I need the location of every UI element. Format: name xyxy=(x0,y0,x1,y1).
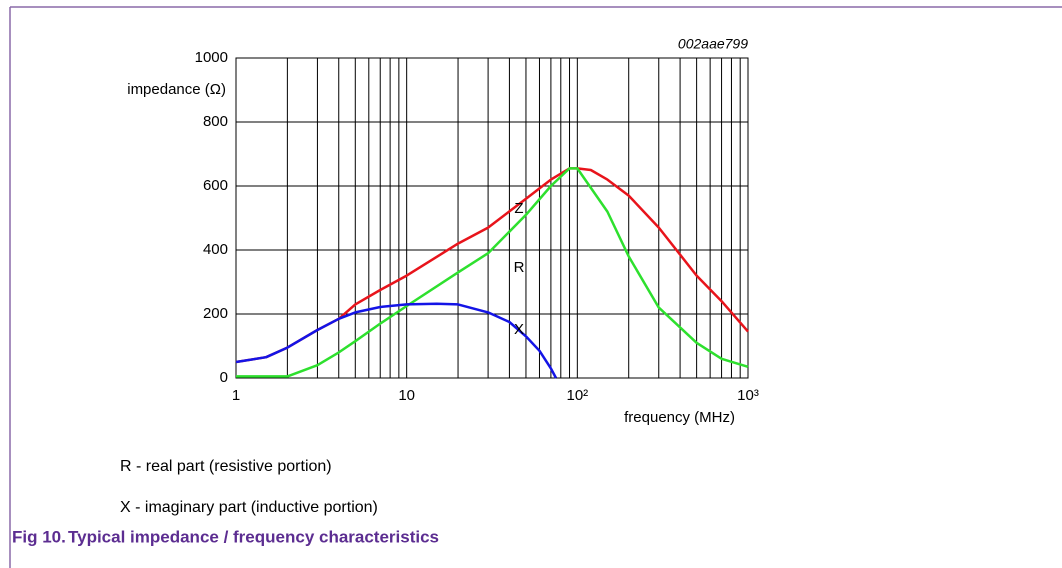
x-axis-label: frequency (MHz) xyxy=(624,409,735,426)
note: R - real part (resistive portion) xyxy=(120,458,332,475)
x-tick-label: 10 xyxy=(398,387,415,404)
plot-border xyxy=(235,57,749,379)
y-axis-label: impedance (Ω) xyxy=(127,81,226,98)
figure-code: 002aae799 xyxy=(678,36,748,52)
y-tick-label: 600 xyxy=(203,177,228,194)
x-tick-label: 10² xyxy=(566,387,588,404)
curve-label: R xyxy=(514,259,525,276)
note: X - imaginary part (inductive portion) xyxy=(120,499,378,516)
x-tick-label: 1 xyxy=(232,387,240,404)
y-tick-label: 400 xyxy=(203,241,228,258)
y-tick-label: 800 xyxy=(203,113,228,130)
x-tick-label: 10³ xyxy=(737,387,759,404)
caption-label: Fig 10. xyxy=(12,527,66,546)
y-tick-label: 0 xyxy=(220,369,228,386)
curve-label: Z xyxy=(514,200,523,217)
curve-label: X xyxy=(514,321,524,338)
y-tick-label: 1000 xyxy=(195,49,228,66)
y-tick-label: 200 xyxy=(203,305,228,322)
series-line xyxy=(236,167,749,378)
series-line xyxy=(235,302,558,379)
caption-text: Typical impedance / frequency characteri… xyxy=(68,527,439,546)
